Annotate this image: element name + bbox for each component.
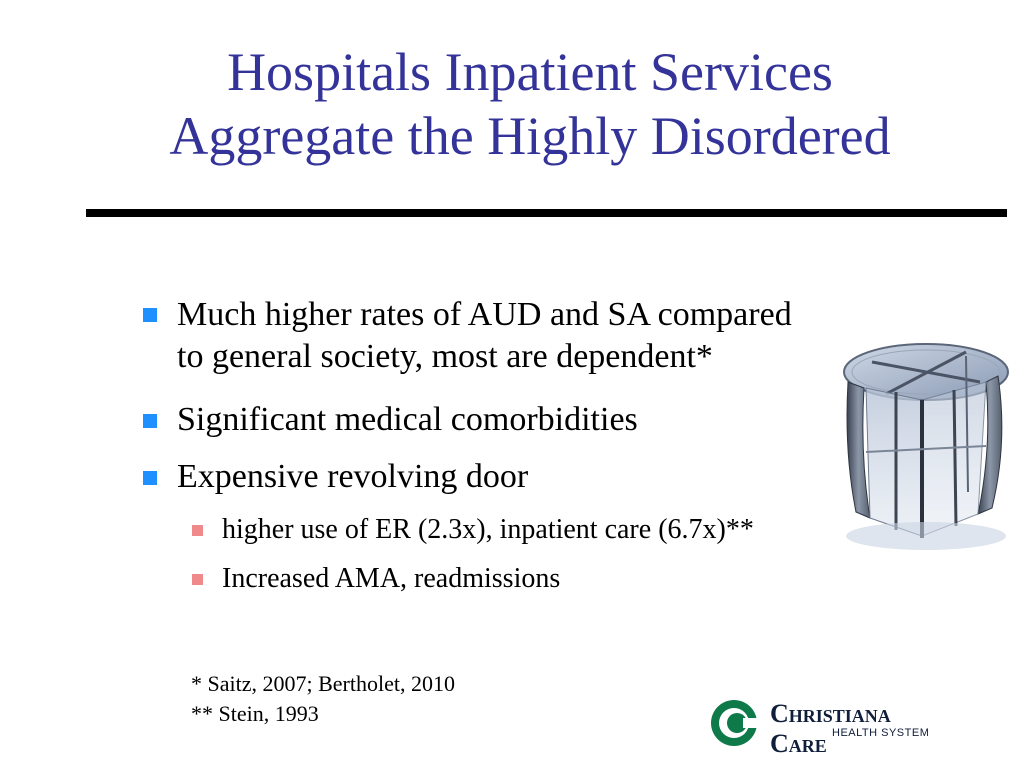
bullet-square-icon [143, 414, 157, 428]
slide-title-line-2: Aggregate the Highly Disordered [169, 106, 891, 166]
sub-bullet-item-ama: Increased AMA, readmissions [222, 562, 560, 596]
bullet-line: Expensive revolving door [177, 458, 529, 495]
bullet-item-comorbidities: Significant medical comorbidities [177, 399, 638, 441]
footnote-2: ** Stein, 1993 [191, 701, 319, 726]
title-divider [86, 209, 1007, 217]
bullet-line: Much higher rates of AUD and SA compared [177, 296, 792, 333]
sub-bullet-square-icon [192, 574, 203, 585]
bullet-item-aud-sa: Much higher rates of AUD and SA compared… [177, 294, 792, 378]
bullet-item-revolving-door: Expensive revolving door [177, 456, 528, 498]
sub-bullet-item-er-use: higher use of ER (2.3x), inpatient care … [222, 513, 754, 547]
logo-subtitle: HEALTH SYSTEM [832, 727, 930, 739]
bullet-square-icon [143, 471, 157, 485]
bullet-line: Significant medical comorbidities [177, 401, 638, 438]
footnote-1: * Saitz, 2007; Bertholet, 2010 [191, 671, 455, 696]
revolving-door-illustration [843, 343, 1009, 550]
christiana-care-logo: Christiana Care HEALTH SYSTEM [710, 697, 950, 758]
bullet-square-icon [143, 308, 157, 322]
christiana-care-logo-icon [711, 700, 757, 746]
sub-bullet-line: higher use of ER (2.3x), inpatient care … [222, 514, 754, 545]
slide-title-line-1: Hospitals Inpatient Services [227, 42, 833, 102]
sub-bullet-line: Increased AMA, readmissions [222, 563, 561, 594]
logo-name: Christiana Care [770, 699, 891, 758]
sub-bullet-square-icon [192, 525, 203, 536]
slide-title: Hospitals Inpatient Services Aggregate t… [0, 40, 1024, 168]
bullet-line: to general society, most are dependent* [177, 338, 713, 375]
